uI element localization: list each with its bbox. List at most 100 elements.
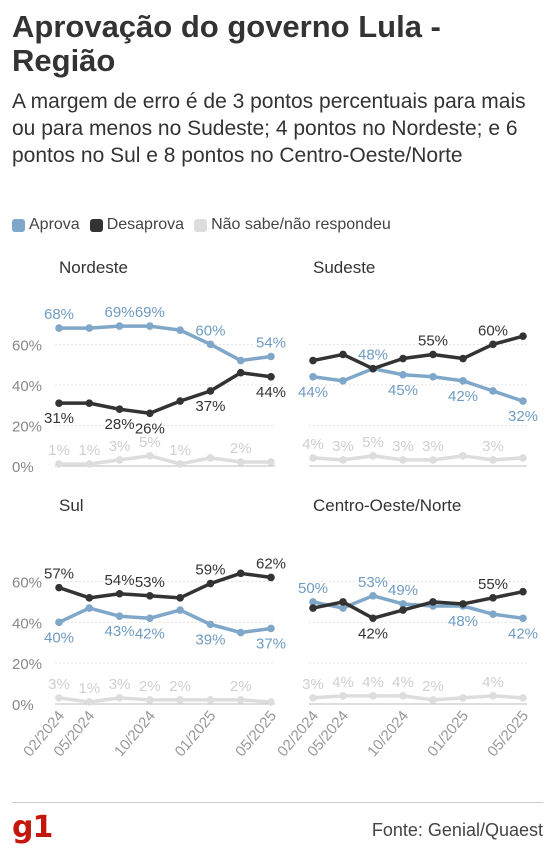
data-point-centro-oeste-norte-nao-sabe-nao-respondeu-2 [369, 692, 377, 700]
data-point-centro-oeste-norte-aprova-0 [309, 598, 317, 606]
y-tick-label-sul-20: 20% [12, 656, 42, 673]
data-label-sul-aprova-5: 39% [195, 631, 225, 648]
data-point-sul-desaprova-7 [267, 573, 275, 582]
data-point-sul-desaprova-2 [115, 589, 124, 598]
y-tick-label-nordeste-40: 40% [12, 378, 42, 395]
data-point-nordeste-aprova-5 [206, 340, 215, 349]
data-point-sul-nao-sabe-nao-respondeu-7 [267, 698, 275, 706]
data-point-centro-oeste-norte-nao-sabe-nao-respondeu-0 [309, 694, 317, 702]
data-point-nordeste-nao-sabe-nao-respondeu-4 [176, 460, 184, 468]
data-point-centro-oeste-norte-nao-sabe-nao-respondeu-3 [399, 692, 407, 700]
data-point-sudeste-nao-sabe-nao-respondeu-7 [519, 454, 527, 462]
x-tick-label-centro-oeste-norte-3: 01/2025 [424, 708, 472, 760]
x-tick-label-centro-oeste-norte-4: 05/2025 [484, 708, 532, 760]
data-label-nordeste-nao-sabe-nao-respondeu-0: 1% [48, 442, 70, 459]
data-label-centro-oeste-norte-desaprova-6: 55% [478, 576, 508, 593]
data-label-nordeste-aprova-3: 69% [135, 304, 165, 321]
series-line-sudeste-aprova [311, 366, 525, 403]
data-point-nordeste-aprova-4 [176, 326, 184, 334]
data-point-sul-nao-sabe-nao-respondeu-6 [236, 696, 245, 704]
panel-centro-oeste-norte: Centro-Oeste/Norte 50% 53% 49% 48% 42% 42% 55% 3… [274, 496, 539, 760]
data-label-sudeste-nao-sabe-nao-respondeu-0: 4% [302, 436, 324, 453]
data-label-nordeste-aprova-5: 60% [195, 322, 225, 339]
data-label-sul-nao-sabe-nao-respondeu-4: 2% [169, 678, 191, 695]
data-label-nordeste-nao-sabe-nao-respondeu-2: 3% [109, 438, 131, 455]
data-point-sul-aprova-4 [176, 606, 184, 614]
data-point-nordeste-nao-sabe-nao-respondeu-1 [85, 460, 94, 468]
legend-item-aprova: Aprova [12, 216, 80, 234]
data-point-sudeste-desaprova-1 [339, 350, 347, 359]
data-point-nordeste-desaprova-7 [267, 372, 275, 381]
data-label-centro-oeste-norte-nao-sabe-nao-respondeu-1: 4% [332, 674, 354, 691]
data-label-sudeste-aprova-5: 42% [448, 388, 478, 405]
data-point-centro-oeste-norte-aprova-3 [399, 600, 407, 608]
data-label-centro-oeste-norte-aprova-2: 53% [358, 574, 388, 591]
data-point-nordeste-aprova-3 [146, 322, 154, 330]
series-line-sul-nao-sabe-nao-respondeu [57, 696, 273, 704]
legend-swatch-aprova [12, 218, 25, 232]
data-point-centro-oeste-norte-desaprova-5 [459, 600, 467, 608]
series-line-sul-desaprova [57, 571, 273, 600]
legend-swatch-desaprova [89, 218, 103, 232]
y-tick-label-nordeste-0: 0% [12, 459, 34, 476]
chart-title: Aprovação do governo Lula - Região [12, 9, 441, 78]
data-label-nordeste-aprova-0: 68% [44, 306, 74, 323]
data-label-centro-oeste-norte-nao-sabe-nao-respondeu-3: 4% [392, 674, 414, 691]
data-point-sul-nao-sabe-nao-respondeu-3 [146, 696, 154, 704]
series-line-centro-oeste-norte-desaprova [311, 589, 525, 620]
data-point-sudeste-desaprova-6 [489, 340, 497, 349]
data-label-nordeste-nao-sabe-nao-respondeu-3: 5% [139, 434, 161, 451]
data-label-centro-oeste-norte-desaprova-2: 42% [358, 625, 388, 642]
data-label-nordeste-nao-sabe-nao-respondeu-6: 2% [230, 440, 252, 457]
data-point-sudeste-nao-sabe-nao-respondeu-5 [459, 452, 467, 460]
data-label-centro-oeste-norte-aprova-3: 49% [388, 582, 418, 599]
data-point-sudeste-nao-sabe-nao-respondeu-4 [429, 456, 437, 464]
data-point-sul-nao-sabe-nao-respondeu-4 [176, 696, 184, 704]
x-tick-label-sul-2: 10/2024 [111, 708, 159, 760]
data-label-sul-desaprova-2: 54% [105, 572, 135, 589]
y-tick-label-sul-40: 40% [12, 615, 42, 632]
data-label-sudeste-nao-sabe-nao-respondeu-4: 3% [422, 438, 444, 455]
data-label-centro-oeste-norte-aprova-5: 48% [448, 613, 478, 630]
data-point-sudeste-nao-sabe-nao-respondeu-0 [309, 454, 317, 462]
series-line-nordeste-aprova [57, 324, 273, 363]
data-point-centro-oeste-norte-aprova-6 [489, 610, 497, 618]
data-point-sudeste-desaprova-0 [309, 356, 317, 365]
data-point-nordeste-nao-sabe-nao-respondeu-6 [236, 458, 245, 466]
panel-title-sudeste: Sudeste [313, 258, 375, 277]
panel-title-sul: Sul [59, 496, 84, 515]
data-point-sul-aprova-0 [55, 618, 63, 627]
data-label-nordeste-nao-sabe-nao-respondeu-4: 1% [169, 442, 191, 459]
data-label-sudeste-desaprova-6: 60% [478, 322, 508, 339]
data-label-sudeste-nao-sabe-nao-respondeu-1: 3% [332, 438, 354, 455]
data-label-sudeste-nao-sabe-nao-respondeu-3: 3% [392, 438, 414, 455]
data-point-nordeste-desaprova-5 [206, 387, 215, 395]
data-point-sul-aprova-7 [267, 624, 275, 633]
data-point-centro-oeste-norte-nao-sabe-nao-respondeu-1 [339, 692, 347, 700]
data-point-nordeste-nao-sabe-nao-respondeu-3 [146, 452, 154, 460]
legend-item-nao-sabe: Não sabe/não respondeu [194, 216, 391, 234]
panel-sudeste: Sudeste 44% 48% 45% 42% 32% 55% 60% 4% 3% 5% 3% 3% 3% [296, 258, 540, 467]
data-point-sudeste-desaprova-7 [519, 332, 527, 341]
data-label-nordeste-desaprova-0: 31% [44, 410, 74, 427]
legend-label-aprova: Aprova [29, 216, 80, 233]
data-point-sudeste-desaprova-4 [429, 350, 437, 359]
series-line-sul-aprova [57, 606, 273, 635]
data-label-nordeste-desaprova-5: 37% [195, 398, 225, 415]
data-point-nordeste-desaprova-6 [236, 368, 245, 377]
data-point-centro-oeste-norte-desaprova-7 [519, 587, 527, 596]
data-point-sudeste-desaprova-2 [369, 364, 377, 373]
data-label-sudeste-nao-sabe-nao-respondeu-6: 3% [482, 438, 504, 455]
data-point-sudeste-aprova-7 [519, 397, 527, 405]
data-point-sul-nao-sabe-nao-respondeu-0 [55, 694, 63, 702]
series-line-nordeste-nao-sabe-nao-respondeu [57, 454, 273, 466]
panel-title-centro-oeste-norte: Centro-Oeste/Norte [313, 496, 461, 515]
data-point-centro-oeste-norte-nao-sabe-nao-respondeu-6 [489, 692, 497, 700]
data-point-sudeste-nao-sabe-nao-respondeu-1 [339, 456, 347, 464]
data-point-sudeste-aprova-0 [309, 372, 317, 381]
data-label-sul-aprova-7: 37% [256, 635, 286, 652]
data-label-sudeste-aprova-3: 45% [388, 382, 418, 399]
